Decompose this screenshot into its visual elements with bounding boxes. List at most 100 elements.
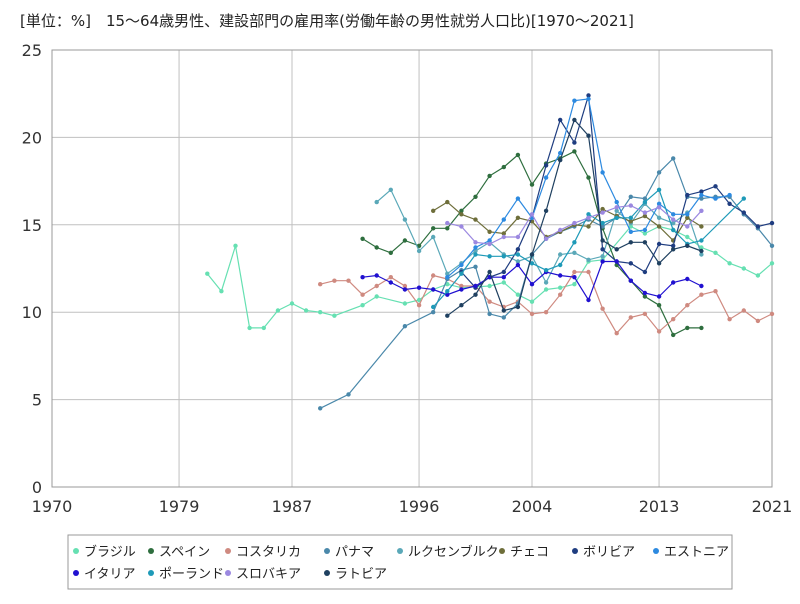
data-point: [459, 303, 464, 308]
data-point: [473, 283, 478, 289]
data-point: [501, 217, 506, 222]
data-point: [586, 297, 591, 303]
data-point: [416, 248, 422, 254]
data-point: [628, 261, 633, 266]
data-point: [445, 275, 450, 280]
data-point: [586, 212, 591, 217]
data-point: [628, 315, 633, 320]
legend-item: ポーランド: [148, 567, 224, 582]
data-point: [699, 189, 704, 194]
x-tick-label: 2021: [752, 497, 793, 516]
data-point: [543, 310, 549, 315]
x-tick-label: 1979: [159, 497, 200, 516]
y-tick-label: 25: [22, 41, 42, 60]
data-point: [487, 299, 492, 304]
data-point: [289, 301, 295, 306]
legend-item: スペイン: [148, 545, 210, 560]
data-point: [515, 304, 521, 310]
data-point: [671, 317, 676, 322]
data-point: [586, 133, 591, 138]
data-point: [699, 252, 704, 257]
legend-marker: [397, 548, 403, 554]
data-point: [445, 313, 450, 318]
data-point: [628, 224, 633, 229]
data-point: [473, 292, 478, 297]
legend-label: ルクセンブルク: [408, 544, 499, 560]
data-point: [656, 261, 662, 266]
data-point: [543, 175, 549, 180]
data-point: [671, 212, 676, 217]
data-point: [656, 294, 662, 299]
legend-item: ラトビア: [324, 567, 387, 582]
data-point: [586, 96, 591, 102]
x-axis-ticks: 1970 1979 1987 1996 2004 2013 2021: [32, 497, 793, 516]
grid-layer: [51, 49, 773, 488]
data-point: [614, 199, 619, 205]
data-point: [614, 215, 619, 220]
data-point: [416, 303, 422, 308]
data-point: [727, 317, 732, 322]
data-point: [685, 234, 690, 240]
data-point: [642, 294, 648, 299]
legend-marker: [324, 570, 330, 576]
data-point: [219, 289, 224, 294]
data-point: [388, 250, 393, 255]
data-point: [360, 275, 365, 280]
series-1: [360, 149, 704, 338]
data-point: [515, 262, 521, 268]
legend-marker: [148, 570, 154, 576]
data-point: [727, 261, 732, 266]
y-tick-label: 20: [22, 128, 42, 147]
data-point: [769, 220, 775, 226]
data-point: [741, 196, 746, 201]
data-point: [374, 294, 379, 299]
legend-item: ボリビア: [572, 545, 635, 560]
data-point: [656, 303, 662, 308]
data-point: [515, 152, 521, 158]
data-point: [543, 163, 549, 168]
data-point: [699, 245, 704, 250]
data-point: [388, 187, 393, 192]
data-point: [642, 311, 648, 317]
legend-label: コスタリカ: [236, 545, 301, 560]
data-point: [473, 194, 478, 199]
series-11: [445, 117, 704, 318]
data-point: [741, 308, 746, 313]
legend-item: スロバキア: [225, 567, 301, 582]
data-point: [501, 269, 506, 275]
data-point: [741, 266, 746, 271]
data-point: [741, 210, 746, 215]
data-point: [671, 280, 676, 285]
data-point: [374, 283, 379, 289]
data-point: [346, 278, 351, 283]
data-point: [642, 231, 648, 236]
series-line: [432, 201, 702, 242]
data-point: [459, 208, 464, 213]
data-point: [572, 220, 577, 226]
data-point: [586, 93, 591, 98]
series-4: [374, 187, 704, 285]
data-point: [529, 261, 535, 266]
legend-marker: [225, 548, 231, 554]
data-point: [318, 406, 323, 411]
data-point: [600, 259, 605, 264]
data-point: [205, 271, 210, 276]
data-point: [713, 184, 718, 189]
data-point: [755, 224, 761, 229]
data-point: [529, 182, 535, 187]
data-point: [671, 243, 676, 248]
data-point: [727, 201, 732, 206]
data-point: [628, 203, 633, 208]
data-point: [487, 229, 492, 234]
data-point: [431, 273, 436, 278]
data-point: [685, 325, 690, 331]
data-point: [487, 311, 492, 317]
data-point: [656, 329, 662, 334]
data-point: [332, 313, 337, 318]
series-7: [445, 96, 732, 280]
y-tick-label: 5: [32, 391, 42, 410]
data-point: [572, 117, 577, 123]
data-point: [332, 278, 337, 283]
data-point: [487, 254, 492, 259]
